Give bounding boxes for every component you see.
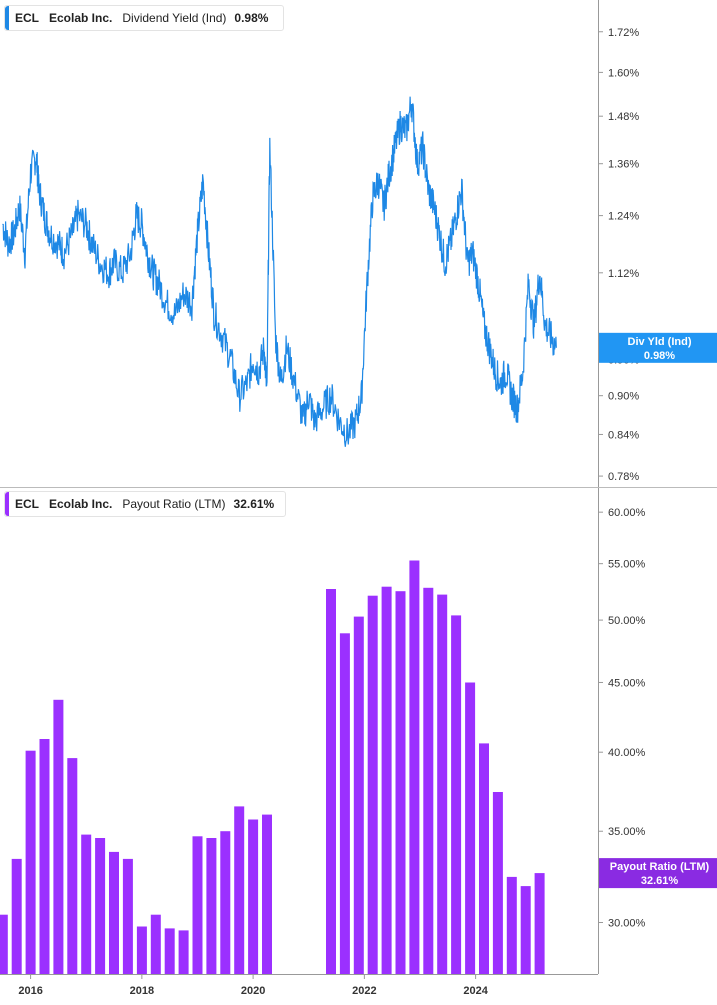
payout-bar [39,739,50,974]
yield-tag-value: 0.98% [644,350,675,362]
yield-legend: ECL Ecolab Inc. Dividend Yield (Ind) 0.9… [4,5,284,31]
payout-tag-label: Payout Ratio (LTM) [610,861,710,873]
payout-bar [220,831,231,974]
yield-legend-company: Ecolab Inc. [49,11,113,25]
payout-bar [534,873,545,974]
payout-y-tick-label: 35.00% [608,826,646,838]
yield-y-tick-label: 1.48% [608,111,639,123]
payout-bar [53,699,64,974]
payout-bar [506,876,517,974]
x-tick-label: 2024 [463,985,488,997]
payout-bar [262,814,272,974]
payout-bar [206,838,217,974]
payout-legend-metric: Payout Ratio (LTM) [122,497,226,511]
payout-bar [234,806,245,974]
payout-bar [248,819,259,974]
payout-bar [451,615,462,974]
payout-bar [11,858,22,974]
payout-y-tick-label: 60.00% [608,507,646,519]
yield-legend-metric: Dividend Yield (Ind) [122,11,227,25]
payout-bar [465,682,476,974]
payout-legend-swatch [5,492,9,516]
payout-bar [339,633,350,974]
payout-bar [520,886,531,974]
yield-line [2,96,557,447]
payout-plot [0,560,545,974]
yield-legend-ticker: ECL [15,11,39,25]
payout-bar [437,594,448,974]
payout-y-tick-label: 55.00% [608,559,646,571]
x-tick-label: 2020 [241,985,265,997]
yield-y-tick-label: 1.36% [608,159,639,171]
value-tags: Div Yld (Ind) 0.98% Payout Ratio (LTM) 32.6… [599,332,717,889]
yield-y-tick-label: 0.78% [608,471,639,483]
payout-bar [367,595,378,974]
yield-y-tick-label: 0.84% [608,429,639,441]
yield-plot [2,96,557,447]
payout-legend-ticker: ECL [15,497,39,511]
payout-y-tick-label: 30.00% [608,917,646,929]
payout-bar [81,834,92,974]
payout-bar [0,914,8,974]
payout-bar [381,586,392,974]
payout-bar [95,838,106,974]
payout-bar [423,587,434,974]
yield-legend-value: 0.98% [234,11,269,25]
payout-bar [326,589,336,974]
payout-bar [67,758,78,974]
payout-bar [178,930,189,974]
payout-bar [353,616,364,974]
payout-bar [409,560,420,974]
payout-bar [192,836,203,974]
x-tick-label: 2016 [18,985,42,997]
x-tick-label: 2018 [130,985,154,997]
payout-bar [25,750,36,974]
payout-value-tag [599,858,717,889]
payout-y-tick-label: 45.00% [608,677,646,689]
payout-y-tick-label: 50.00% [608,615,646,627]
payout-bar [136,926,147,974]
x-axis: 2016 2018 2020 2022 2024 [0,974,598,997]
yield-y-tick-label: 1.72% [608,27,639,39]
payout-bar [109,851,119,974]
yield-value-tag [599,332,717,363]
payout-bar [479,743,489,974]
payout-legend-value: 32.61% [233,497,275,511]
payout-y-tick-label: 40.00% [608,747,646,759]
yield-y-tick-label: 1.12% [608,268,639,280]
payout-tag-value: 32.61% [641,875,679,887]
payout-y-axis: 30.00% 35.00% 40.00% 45.00% 50.00% 55.00% 60.0… [598,507,646,929]
payout-bar [122,858,133,974]
yield-legend-swatch [5,6,9,30]
yield-y-axis: 0.78% 0.84% 0.90% 1.12% 1.24% 1.36% 1.48% 1.60%… [0,0,717,974]
payout-bar [492,792,503,974]
yield-y-tick-label: 1.24% [608,211,639,223]
payout-bar [150,914,161,974]
payout-bar [395,591,406,974]
x-tick-label: 2022 [352,985,376,997]
payout-bar [164,928,175,974]
yield-y-tick-label: 1.60% [608,67,639,79]
payout-legend: ECL Ecolab Inc. Payout Ratio (LTM) 32.61… [4,491,286,517]
yield-y-tick-label: 0.90% [608,391,639,403]
yield-tag-label: Div Yld (Ind) [628,336,692,348]
payout-legend-company: Ecolab Inc. [49,497,113,511]
